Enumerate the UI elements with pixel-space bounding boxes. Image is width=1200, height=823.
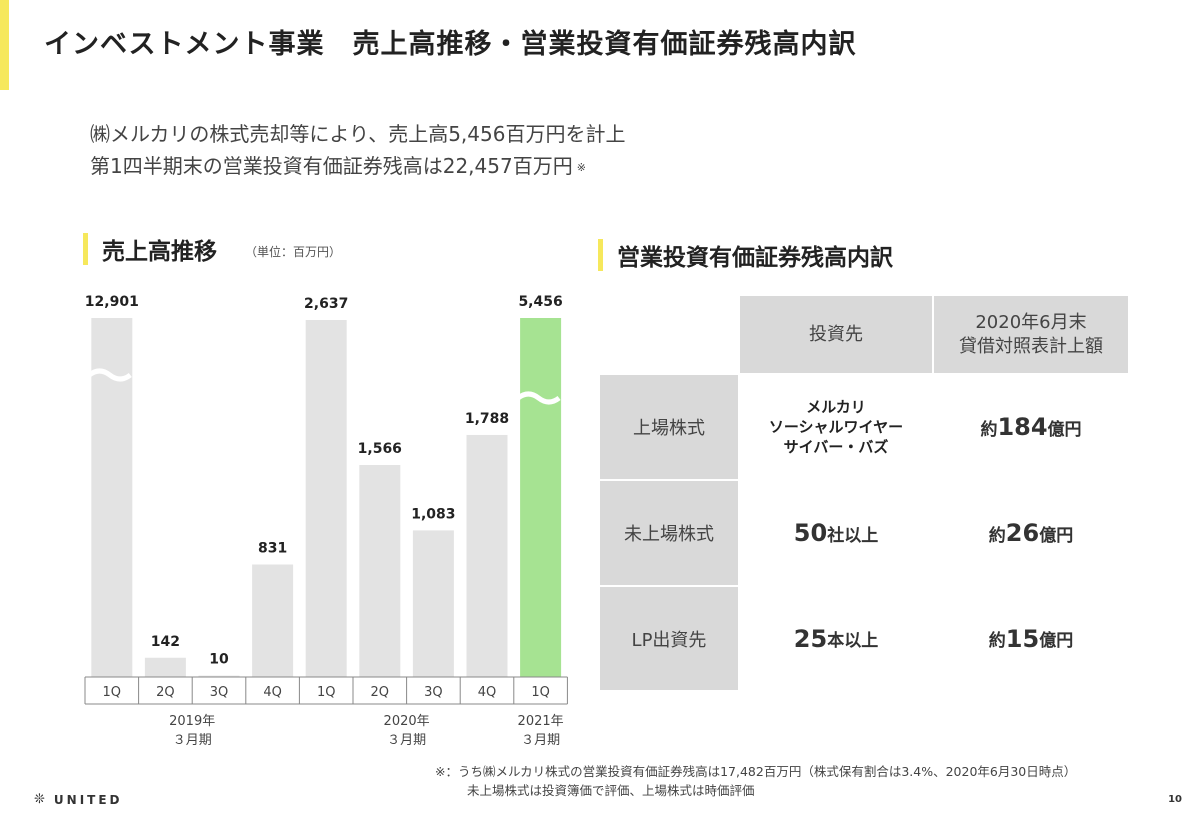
group-period-label: ３月期	[521, 733, 560, 748]
category-label: 1Q	[317, 685, 336, 700]
table-header-investee: 投資先	[740, 296, 932, 373]
category-label: 3Q	[424, 685, 443, 700]
logo-text: UNITED	[53, 792, 123, 807]
lp-amount: 約 15 億円	[934, 587, 1128, 690]
bar	[144, 657, 186, 677]
amount-number: 15	[1005, 624, 1040, 653]
footnote: ※：うち㈱メルカリ株式の営業投資有価証券残高は17,482百万円（株式保有割合は…	[435, 762, 1076, 800]
row-label-lp: LP出資先	[600, 587, 738, 690]
group-year-label: 2019年	[169, 714, 215, 729]
category-label: 1Q	[103, 685, 122, 700]
logo-mark: ❊	[34, 792, 48, 807]
securities-section-header: 営業投資有価証券残高内訳	[598, 238, 893, 272]
category-label: 2Q	[371, 685, 390, 700]
count-number: 25	[793, 624, 828, 653]
securities-table: 投資先 2020年6月末 貸借対照表計上額 上場株式 メルカリ ソーシャルワイヤ…	[600, 296, 1128, 690]
category-label: 4Q	[478, 685, 497, 700]
count-number: 50	[793, 519, 828, 547]
table-header-amount: 2020年6月末 貸借対照表計上額	[934, 296, 1128, 373]
bar-value-label: 1,788	[465, 411, 509, 427]
sales-section-heading: 売上高推移	[102, 239, 217, 265]
sales-unit-label: （単位：百万円）	[245, 244, 342, 259]
lp-count: 25 本以上	[740, 587, 932, 690]
investee-name: サイバー・バズ	[783, 438, 889, 456]
table-header-amount-line-1: 2020年6月末	[975, 311, 1087, 333]
bar-value-label: 12,901	[85, 294, 139, 310]
row-label-unlisted: 未上場株式	[600, 481, 738, 585]
amount-suffix: 億円	[1039, 525, 1074, 546]
row-label-listed: 上場株式	[600, 375, 738, 479]
table-header-amount-line-2: 貸借対照表計上額	[959, 335, 1103, 357]
summary-line-2-text: 第1四半期末の営業投資有価証券残高は22,457百万円	[90, 154, 573, 178]
section-marker	[83, 233, 88, 265]
group-period-label: ３月期	[387, 733, 426, 748]
sales-section-header: 売上高推移 （単位：百万円）	[83, 232, 341, 266]
amount-suffix: 億円	[1039, 631, 1074, 651]
accent-bar	[0, 0, 9, 90]
axis-break-mark	[87, 368, 132, 382]
group-period-label: ３月期	[173, 733, 212, 748]
unlisted-amount: 約 26 億円	[934, 481, 1128, 585]
group-year-label: 2020年	[384, 714, 430, 729]
amount-prefix: 約	[988, 525, 1006, 546]
company-logo: ❊ UNITED	[34, 792, 123, 807]
amount-suffix: 億円	[1047, 419, 1082, 440]
footnote-line-1: ※：うち㈱メルカリ株式の営業投資有価証券残高は17,482百万円（株式保有割合は…	[435, 764, 1077, 779]
bar	[252, 564, 294, 677]
bar	[520, 318, 562, 677]
amount-number: 26	[1005, 519, 1040, 547]
amount-prefix: 約	[980, 419, 998, 440]
securities-section-heading: 営業投資有価証券残高内訳	[617, 245, 893, 271]
bar-value-label: 831	[258, 540, 287, 556]
investee-name: ソーシャルワイヤー	[768, 418, 904, 436]
bar	[305, 320, 347, 677]
sales-bar-chart: 12,901 142 10 831 2,637 1,566 1,083 1,788 5,456 1…	[84, 294, 568, 748]
category-label: 4Q	[263, 685, 282, 700]
amount-prefix: 約	[988, 631, 1006, 651]
bar-value-label: 1,083	[411, 506, 455, 522]
group-year-label: 2021年	[518, 714, 564, 729]
section-marker	[598, 239, 603, 271]
listed-amount: 約 184 億円	[934, 375, 1128, 479]
bar	[466, 434, 508, 677]
investee-name: メルカリ	[806, 398, 866, 416]
footnote-line-2: 未上場株式は投資簿価で評価、上場株式は時価評価	[467, 783, 755, 798]
count-suffix: 本以上	[827, 631, 879, 651]
bar-value-label: 2,637	[304, 296, 348, 312]
summary-line-1: ㈱メルカリの株式売却等により、売上高5,456百万円を計上	[90, 122, 626, 146]
bar-value-label: 5,456	[518, 294, 562, 310]
category-label: 2Q	[156, 685, 175, 700]
summary: ㈱メルカリの株式売却等により、売上高5,456百万円を計上 第1四半期末の営業投…	[90, 118, 625, 182]
bar	[198, 675, 240, 677]
category-label: 1Q	[531, 685, 550, 700]
bar-value-label: 142	[151, 634, 180, 650]
unlisted-count: 50 社以上	[740, 481, 932, 585]
bar-value-label: 1,566	[358, 441, 402, 457]
axis-break-mark	[516, 391, 561, 405]
summary-line-2: 第1四半期末の営業投資有価証券残高は22,457百万円 ※	[90, 150, 625, 182]
page-number: 10	[1168, 794, 1182, 805]
bar-value-label: 10	[209, 652, 229, 668]
category-label: 3Q	[210, 685, 229, 700]
page-title: インベストメント事業 売上高推移・営業投資有価証券残高内訳	[44, 29, 857, 60]
listed-investees: メルカリ ソーシャルワイヤー サイバー・バズ	[740, 375, 932, 479]
count-suffix: 社以上	[827, 525, 879, 546]
bar	[359, 464, 401, 677]
amount-number: 184	[997, 413, 1048, 441]
summary-note-mark: ※	[576, 161, 586, 174]
bar	[412, 530, 454, 677]
